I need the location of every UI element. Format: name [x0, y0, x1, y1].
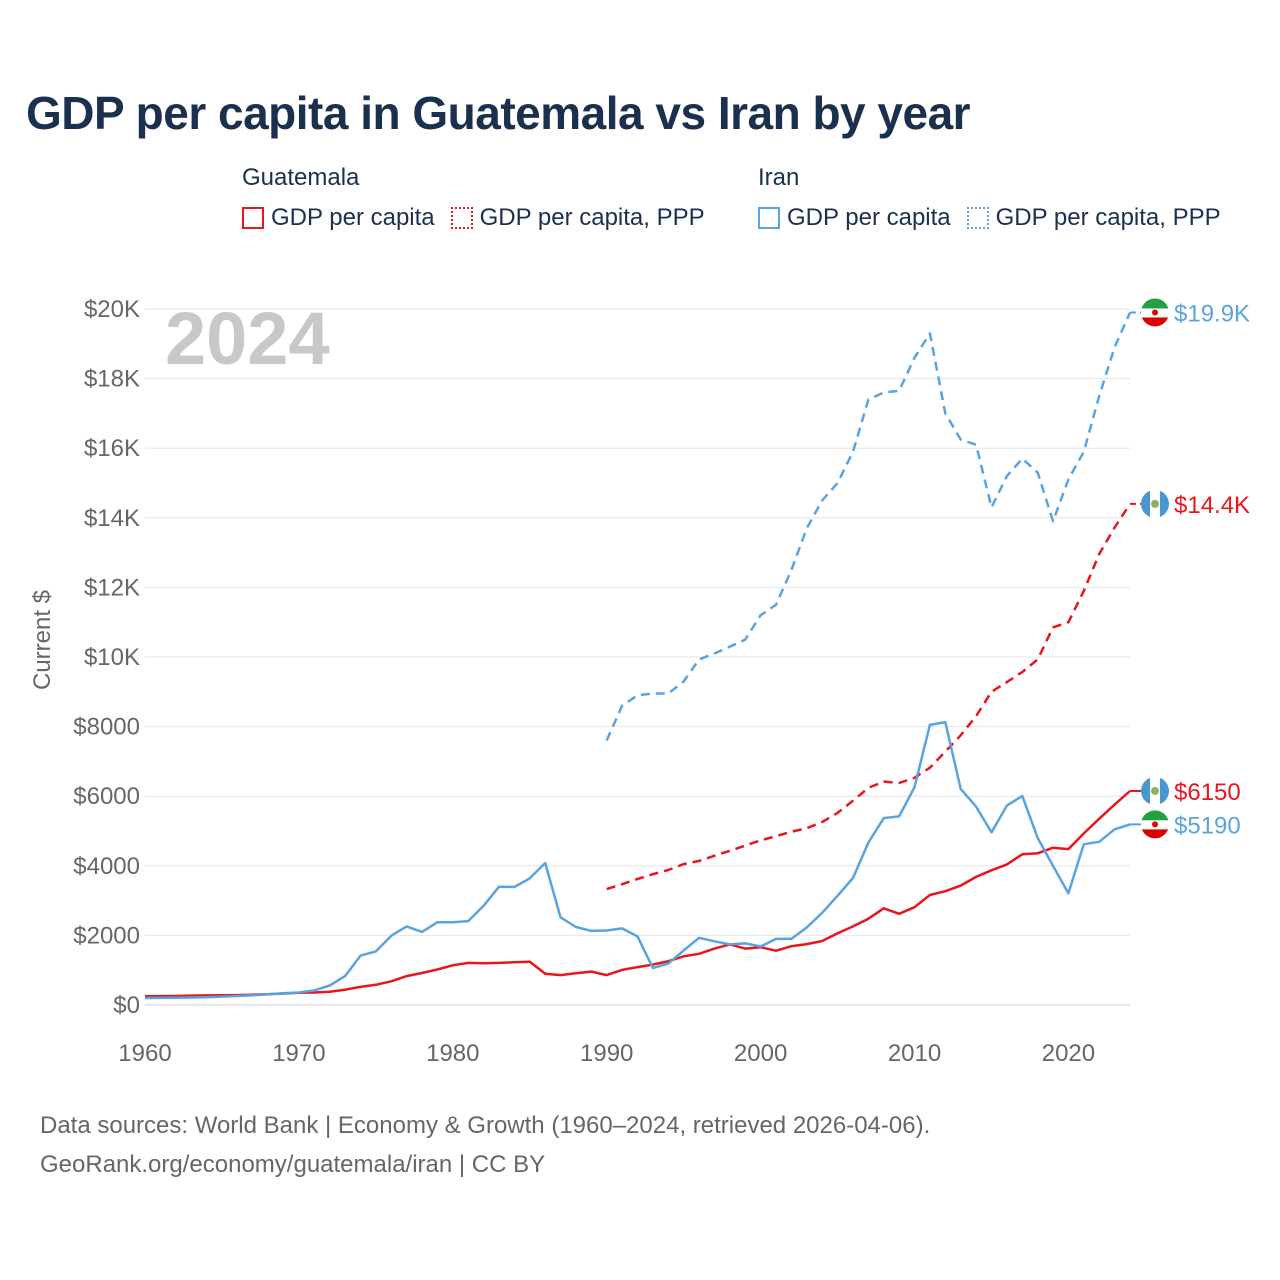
guatemala-flag-icon: [1141, 489, 1169, 518]
series-line-guatemala-gdp-per-capita[interactable]: [144, 790, 1131, 998]
y-tick-label: $6000: [73, 783, 140, 810]
legend-item-iran-gdp[interactable]: GDP per capita: [758, 204, 951, 232]
y-tick-label: $20K: [84, 296, 140, 323]
chart-title: GDP per capita in Guatemala vs Iran by y…: [26, 87, 971, 139]
legend-swatch-guatemala-ppp: [450, 207, 473, 229]
x-tick-label: 1990: [580, 1040, 633, 1067]
series-line-iran-gdp-per-capita[interactable]: [144, 720, 1131, 1000]
legend-label: GDP per capita: [271, 204, 435, 231]
y-tick-label: $18K: [84, 366, 140, 393]
y-tick-label: $0: [113, 992, 140, 1019]
series-line-iran-gdp-per-capita-ppp[interactable]: [605, 311, 1132, 742]
x-tick-label: 1960: [118, 1040, 171, 1067]
y-tick-label: $12K: [84, 574, 140, 601]
legend-item-iran-ppp[interactable]: GDP per capita, PPP: [966, 204, 1221, 232]
legend-guatemala: GDP per capita GDP per capita, PPP: [242, 204, 721, 232]
end-value-label: $5190: [1174, 812, 1241, 839]
legend-group-iran: Iran: [758, 164, 800, 191]
legend-iran: GDP per capita GDP per capita, PPP: [758, 204, 1237, 232]
y-axis-label: Current $: [29, 590, 56, 690]
guatemala-flag-icon: [1141, 776, 1169, 805]
iran-flag-icon: [1141, 810, 1169, 839]
y-tick-label: $10K: [84, 644, 140, 671]
year-overlay: 2024: [165, 297, 330, 380]
x-tick-label: 2020: [1042, 1040, 1095, 1067]
legend-item-guatemala-ppp[interactable]: GDP per capita, PPP: [450, 204, 705, 232]
footer: Data sources: World Bank | Economy & Gro…: [40, 1106, 930, 1184]
x-tick-label: 1970: [272, 1040, 325, 1067]
x-tick-label: 2010: [888, 1040, 941, 1067]
axis-layer: $0 $2000 $4000 $6000 $8000 $10K $12K $14K $16K $1…: [73, 296, 1095, 1067]
x-tick-label: 1980: [426, 1040, 479, 1067]
end-value-label: $19.9K: [1174, 300, 1250, 327]
y-tick-label: $4000: [73, 853, 140, 880]
legend-swatch-guatemala-gdp: [242, 207, 264, 229]
end-value-label: $14.4K: [1174, 492, 1250, 519]
footer-sources: Data sources: World Bank | Economy & Gro…: [40, 1112, 931, 1139]
grid-layer: [145, 308, 1130, 1006]
legend-label: GDP per capita, PPP: [995, 204, 1221, 231]
series-layer: [144, 311, 1132, 1000]
x-tick-label: 2000: [734, 1040, 787, 1067]
y-tick-label: $2000: [73, 922, 140, 949]
end-value-label: $6150: [1174, 779, 1241, 806]
legend-label: GDP per capita, PPP: [479, 204, 705, 231]
y-tick-label: $16K: [84, 435, 140, 462]
footer-link[interactable]: GeoRank.org/economy/guatemala/iran | CC …: [40, 1151, 546, 1178]
series-line-guatemala-gdp-per-capita-ppp[interactable]: [606, 503, 1132, 891]
legend-swatch-iran-ppp: [966, 207, 989, 229]
legend-label: GDP per capita: [787, 204, 951, 231]
legend-item-guatemala-gdp[interactable]: GDP per capita: [242, 204, 435, 232]
legend-swatch-iran-gdp: [758, 207, 780, 229]
iran-flag-icon: [1141, 298, 1169, 327]
end-label-layer: $19.9K $14.4K $6150 $5190: [1130, 298, 1250, 839]
y-tick-label: $14K: [84, 505, 140, 532]
legend-group-guatemala: Guatemala: [242, 164, 360, 191]
y-tick-label: $8000: [73, 714, 140, 741]
